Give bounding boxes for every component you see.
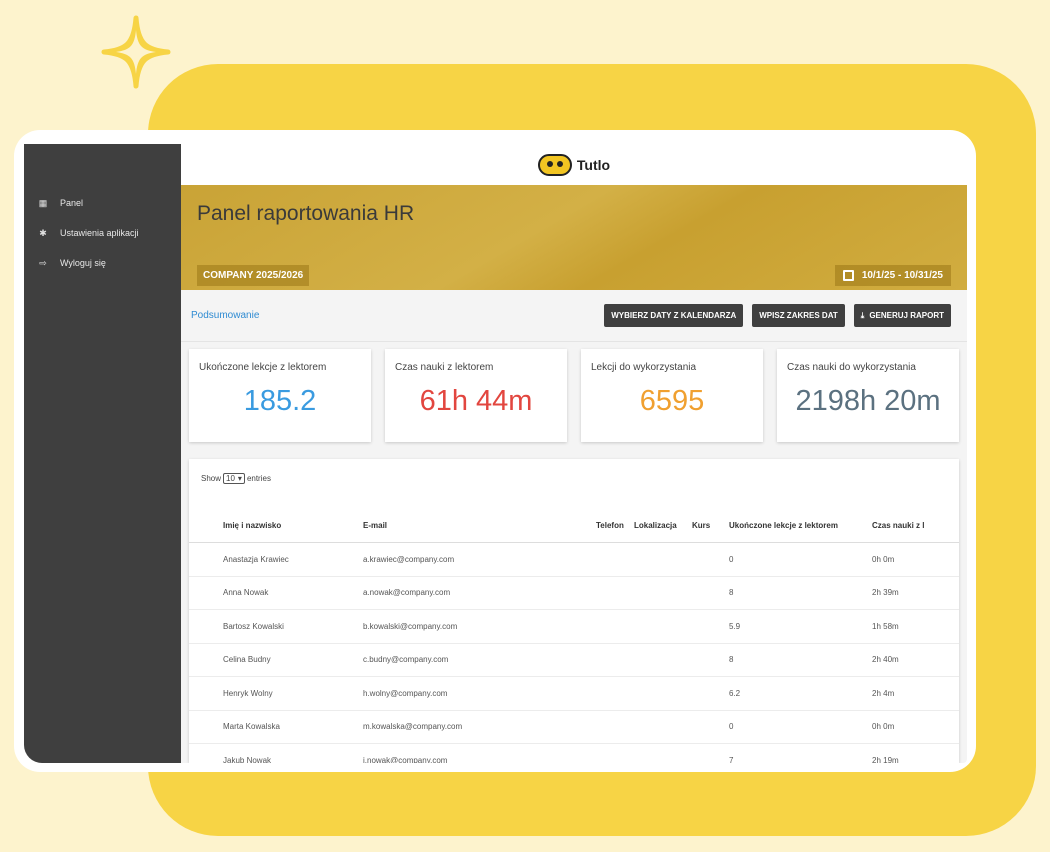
table-row: Marta Kowalska m.kowalska@company.com 0 0h … [189, 711, 959, 744]
page-size-select[interactable]: 10 ▾ [223, 473, 245, 484]
top-bar: Tutlo [181, 144, 967, 185]
table-header: Imię i nazwisko E-mail Telefon Lokalizac… [189, 509, 959, 543]
column-header[interactable]: Imię i nazwisko [223, 521, 282, 530]
action-bar: Podsumowanie WYBIERZ DATY Z KALENDARZA W… [181, 290, 967, 342]
action-buttons: WYBIERZ DATY Z KALENDARZA WPISZ ZAKRES D… [604, 304, 951, 327]
table-cell: b.kowalski@company.com [363, 621, 458, 631]
sidebar: ▦ Panel ✱ Ustawienia aplikacji ⇨ Wyloguj… [24, 144, 181, 763]
table-cell: 2h 40m [872, 655, 899, 665]
date-range-chip[interactable]: 10/1/25 - 10/31/25 [834, 265, 951, 286]
column-header[interactable]: Czas nauki z l [872, 521, 925, 530]
sidebar-item-label: Wyloguj się [60, 258, 106, 268]
table-cell: a.krawiec@company.com [363, 554, 455, 564]
sparkle-icon [101, 15, 171, 89]
stat-value: 61h 44m [419, 385, 533, 417]
calendar-icon [842, 270, 854, 281]
users-table: Imię i nazwisko E-mail Telefon Lokalizac… [189, 509, 959, 763]
table-cell: Celina Budny [223, 655, 271, 665]
sidebar-item-label: Ustawienia aplikacji [60, 228, 139, 238]
table-cell: m.kowalska@company.com [363, 722, 463, 732]
table-cell: 2h 19m [872, 755, 899, 763]
stat-label: Czas nauki z lektorem [395, 362, 494, 373]
table-cell: 7 [729, 755, 734, 763]
stat-card-remaining-lessons: Lekcji do wykorzystania 6595 [581, 349, 763, 442]
table-cell: 1h 58m [872, 621, 899, 631]
app-screen: ▦ Panel ✱ Ustawienia aplikacji ⇨ Wyloguj… [24, 144, 967, 763]
stat-card-remaining-time: Czas nauki do wykorzystania 2198h 20m [777, 349, 959, 442]
generate-report-button-label: GENERUJ RAPORT [869, 311, 944, 320]
table-cell: h.wolny@company.com [363, 688, 448, 698]
chevron-down-icon: ▾ [237, 474, 242, 483]
column-header[interactable]: E-mail [363, 521, 388, 530]
sidebar-item-settings[interactable]: ✱ Ustawienia aplikacji [24, 218, 181, 248]
sidebar-item-panel[interactable]: ▦ Panel [24, 188, 181, 218]
stats-cards: Ukończone lekcje z lektorem 185.2 Czas n… [181, 342, 967, 442]
column-header[interactable]: Telefon [596, 521, 624, 530]
table-row: Bartosz Kowalski b.kowalski@company.com 5.… [189, 610, 959, 644]
column-header[interactable]: Ukończone lekcje z lektorem [729, 521, 838, 530]
show-label: Show [201, 474, 222, 483]
stat-label: Lekcji do wykorzystania [591, 362, 697, 373]
date-range-button-label: WPISZ ZAKRES DAT [759, 311, 838, 320]
table-row: Henryk Wolny h.wolny@company.com 6.2 2h 4m [189, 677, 959, 711]
summary-link[interactable]: Podsumowanie [191, 310, 260, 321]
table-cell: 8 [729, 655, 734, 665]
calendar-dates-button[interactable]: WYBIERZ DATY Z KALENDARZA [604, 304, 744, 327]
date-range-text: 10/1/25 - 10/31/25 [861, 270, 943, 281]
table-cell: c.budny@company.com [363, 655, 449, 665]
table-cell: Bartosz Kowalski [223, 621, 284, 631]
calendar-dates-button-label: WYBIERZ DATY Z KALENDARZA [611, 311, 737, 320]
logo-text: Tutlo [576, 156, 611, 173]
page-size-control: Show 10 ▾ entries [201, 473, 271, 484]
stat-label: Ukończone lekcje z lektorem [199, 362, 327, 373]
table-cell: a.nowak@company.com [363, 588, 451, 598]
table-cell: 2h 4m [872, 688, 895, 698]
table-cell: 6.2 [729, 688, 741, 698]
table-cell: 0 [729, 554, 734, 564]
entries-label: entries [246, 474, 271, 483]
download-icon: ⤓ [860, 310, 865, 320]
stat-value: 2198h 20m [795, 385, 941, 417]
table-cell: Marta Kowalska [223, 722, 280, 732]
table-cell: 0 [729, 722, 734, 732]
stat-card-time: Czas nauki z lektorem 61h 44m [385, 349, 567, 442]
table-cell: Anastazja Krawiec [223, 554, 289, 564]
users-table-panel: Show 10 ▾ entries Imię i nazwisko E-mail… [189, 459, 959, 763]
column-header[interactable]: Kurs [692, 521, 711, 530]
table-cell: 0h 0m [872, 722, 895, 732]
table-row: Anastazja Krawiec a.krawiec@company.com 0 0… [189, 543, 959, 577]
page-size-value: 10 [226, 474, 235, 483]
table-cell: 8 [729, 588, 734, 598]
table-cell: Henryk Wolny [223, 688, 273, 698]
gear-icon: ✱ [39, 227, 47, 238]
main-content: Tutlo Panel raportowania HR COMPANY 2025… [181, 144, 967, 763]
table-cell: Jakub Nowak [223, 755, 272, 763]
column-header[interactable]: Lokalizacja [634, 521, 677, 530]
page-title: Panel raportowania HR [197, 202, 415, 225]
company-chip: COMPANY 2025/2026 [197, 265, 310, 286]
table-cell: j.nowak@company.com [363, 755, 448, 763]
stat-label: Czas nauki do wykorzystania [787, 362, 916, 373]
sidebar-item-label: Panel [60, 198, 84, 208]
hero-banner: Panel raportowania HR COMPANY 2025/2026 … [181, 185, 967, 290]
table-row: Anna Nowak a.nowak@company.com 8 2h 39m [189, 577, 959, 610]
logo[interactable]: Tutlo [537, 153, 611, 176]
stat-value: 185.2 [243, 385, 317, 417]
table-cell: Anna Nowak [223, 588, 269, 598]
stat-card-lessons: Ukończone lekcje z lektorem 185.2 [189, 349, 371, 442]
date-range-button[interactable]: WPISZ ZAKRES DAT [752, 304, 845, 327]
table-cell: 2h 39m [872, 588, 899, 598]
table-cell: 5.9 [729, 621, 741, 631]
table-cell: 0h 0m [872, 554, 895, 564]
table-row: Celina Budny c.budny@company.com 8 2h 40m [189, 644, 959, 677]
logout-icon: ⇨ [39, 257, 47, 268]
table-row: Jakub Nowak j.nowak@company.com 7 2h 19m [189, 744, 959, 763]
sidebar-item-logout[interactable]: ⇨ Wyloguj się [24, 248, 181, 278]
grid-icon: ▦ [38, 197, 48, 208]
generate-report-button[interactable]: ⤓ GENERUJ RAPORT [853, 304, 951, 327]
stat-value: 6595 [639, 385, 705, 417]
logo-icon [537, 153, 572, 176]
